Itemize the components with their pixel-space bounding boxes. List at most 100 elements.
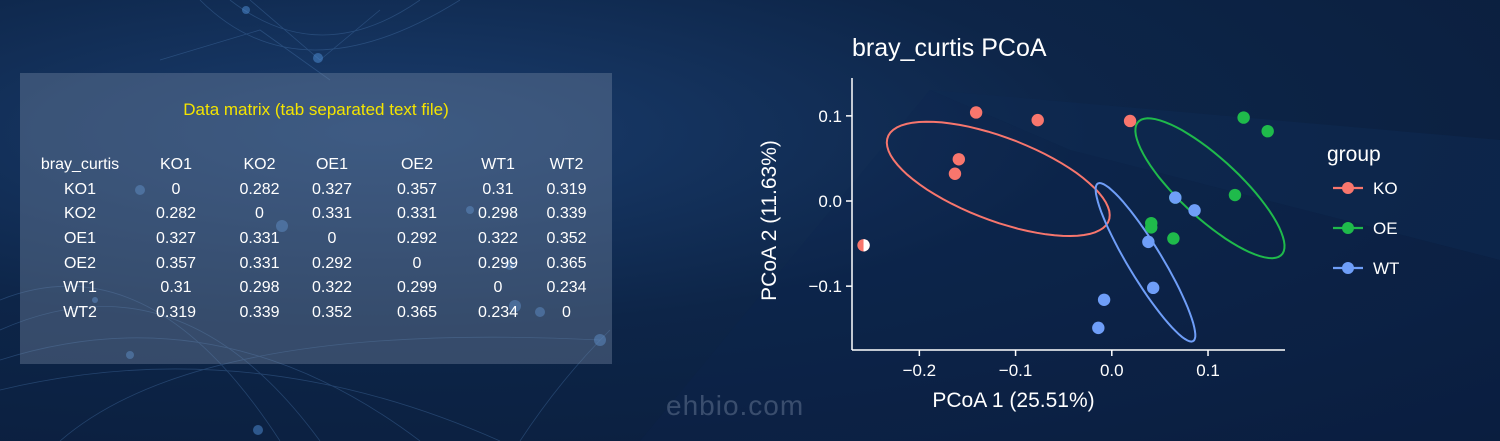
matrix-cell: 0.299	[396, 279, 438, 297]
data-point-ko	[948, 167, 962, 180]
matrix-row-label: WT1	[63, 279, 97, 297]
matrix-col-header: KO2	[243, 156, 276, 174]
legend-label-ko: KO	[1373, 179, 1398, 198]
matrix-cell: 0.331	[396, 205, 438, 223]
data-point-highlight	[863, 239, 870, 252]
matrix-col-header: WT1	[481, 156, 515, 174]
matrix-cell: 0.322	[311, 279, 353, 297]
data-point-wt	[1169, 191, 1182, 204]
matrix-cell: 0.327	[311, 180, 353, 198]
matrix-cell: 0.31	[482, 180, 514, 198]
matrix-row: KO2 0.282 0 0.331 0.331 0.298 0.339	[30, 202, 604, 227]
data-point-oe	[1261, 124, 1274, 138]
matrix-cell: 0.282	[239, 180, 280, 198]
matrix-corner-label: bray_curtis	[40, 156, 120, 174]
matrix-col-header: KO1	[159, 156, 192, 174]
matrix-cell: 0	[493, 279, 503, 297]
matrix-cell: 0	[171, 180, 181, 198]
data-point-ko	[969, 106, 983, 119]
legend-swatch-dot-wt	[1342, 262, 1354, 274]
matrix-row: WT2 0.319 0.339 0.352 0.365 0.234 0	[30, 301, 604, 326]
matrix-row-label: OE2	[63, 254, 96, 272]
matrix-cell: 0.365	[546, 254, 587, 272]
matrix-cell: 0	[412, 254, 422, 272]
matrix-cell: 0.339	[239, 303, 280, 321]
confidence-ellipse-oe	[1134, 117, 1286, 260]
matrix-row: OE1 0.327 0.331 0 0.292 0.322 0.352	[30, 227, 604, 252]
matrix-cell: 0.234	[477, 303, 519, 321]
data-point-oe	[1228, 188, 1242, 202]
matrix-row: KO1 0 0.282 0.327 0.357 0.31 0.319	[30, 178, 604, 203]
matrix-cell: 0.365	[396, 303, 438, 321]
matrix-cell: 0.31	[160, 279, 192, 297]
legend-title: group	[1327, 143, 1381, 166]
matrix-cell: 0.234	[546, 279, 587, 297]
matrix-row: WT1 0.31 0.298 0.322 0.299 0 0.234	[30, 276, 604, 301]
y-tick-label: 0.0	[818, 192, 842, 211]
confidence-ellipse-ko	[885, 120, 1111, 238]
matrix-col-header: OE1	[315, 156, 348, 174]
matrix-cell: 0.322	[477, 230, 519, 248]
matrix-title: Data matrix (tab separated text file)	[183, 100, 449, 119]
data-point-wt	[1092, 321, 1105, 335]
matrix-cell: 0.352	[546, 230, 587, 248]
confidence-ellipse-wt	[1094, 181, 1197, 343]
matrix-cell: 0.292	[311, 254, 353, 272]
matrix-col-header: WT2	[549, 156, 584, 174]
matrix-row-label: KO2	[63, 205, 96, 223]
legend-swatch-dot-oe	[1342, 222, 1354, 234]
x-tick-label: 0.1	[1196, 361, 1220, 380]
matrix-cell: 0.339	[546, 205, 587, 223]
matrix-cell: 0.292	[396, 230, 438, 248]
distance-matrix-table: bray_curtis KO1 KO2 OE1 OE2 WT1 WT2 KO1 0…	[30, 153, 604, 325]
matrix-row: OE2 0.357 0.331 0.292 0 0.299 0.365	[30, 251, 604, 276]
matrix-cell: 0.331	[239, 254, 280, 272]
matrix-body: KO1 0 0.282 0.327 0.357 0.31 0.319 KO2 0.282 0 0.3…	[30, 178, 604, 326]
data-point-wt	[1097, 293, 1111, 306]
data-matrix-panel: Data matrix (tab separated text file) br…	[20, 73, 612, 364]
matrix-row-label: KO1	[63, 180, 96, 198]
matrix-cell: 0.298	[239, 279, 280, 297]
matrix-cell: 0.327	[155, 230, 197, 248]
x-tick-label: −0.1	[999, 361, 1033, 380]
matrix-row-label: OE1	[63, 230, 96, 248]
matrix-cell: 0.299	[477, 254, 519, 272]
y-tick-label: −0.1	[808, 277, 842, 296]
matrix-cell: 0.282	[155, 205, 197, 223]
pcoa-scatter-plot: bray_curtis PCoA −0.2 −0.1 0.0 0.1 −0.1 0.0 0.1…	[758, 34, 1399, 412]
data-point-oe	[1237, 111, 1250, 124]
watermark-text: ehbio.com	[666, 390, 805, 421]
matrix-cell: 0.298	[477, 205, 519, 223]
matrix-cell: 0	[562, 303, 571, 321]
matrix-cell: 0.319	[155, 303, 197, 321]
matrix-cell: 0.331	[239, 230, 280, 248]
data-point-oe	[1145, 221, 1158, 234]
data-point-wt	[1188, 204, 1201, 217]
y-tick-label: 0.1	[818, 107, 842, 126]
matrix-cell: 0.331	[311, 205, 353, 223]
matrix-cell: 0.357	[155, 254, 197, 272]
data-point-ko	[1031, 113, 1044, 127]
matrix-cell: 0	[255, 205, 264, 223]
x-tick-label: 0.0	[1100, 361, 1124, 380]
matrix-cell: 0.352	[311, 303, 353, 321]
chart-title: bray_curtis PCoA	[852, 34, 1047, 62]
data-point-oe	[1167, 232, 1180, 245]
legend-swatch-dot-ko	[1342, 182, 1354, 194]
x-tick-label: −0.2	[903, 361, 937, 380]
y-axis-label: PCoA 2 (11.63%)	[758, 140, 781, 301]
matrix-cell: 0.319	[546, 180, 587, 198]
legend-label-wt: WT	[1373, 259, 1399, 278]
matrix-cell: 0	[327, 230, 337, 248]
data-point-wt	[1146, 281, 1160, 295]
matrix-header-row: bray_curtis KO1 KO2 OE1 OE2 WT1 WT2	[30, 153, 604, 178]
matrix-col-header: OE2	[400, 156, 433, 174]
data-point-ko	[1123, 114, 1137, 128]
x-axis-label: PCoA 1 (25.51%)	[932, 389, 1094, 412]
data-point-ko	[952, 153, 966, 166]
legend-label-oe: OE	[1373, 219, 1398, 238]
matrix-row-label: WT2	[63, 303, 97, 321]
matrix-cell: 0.357	[396, 180, 438, 198]
data-point-wt	[1142, 235, 1155, 249]
